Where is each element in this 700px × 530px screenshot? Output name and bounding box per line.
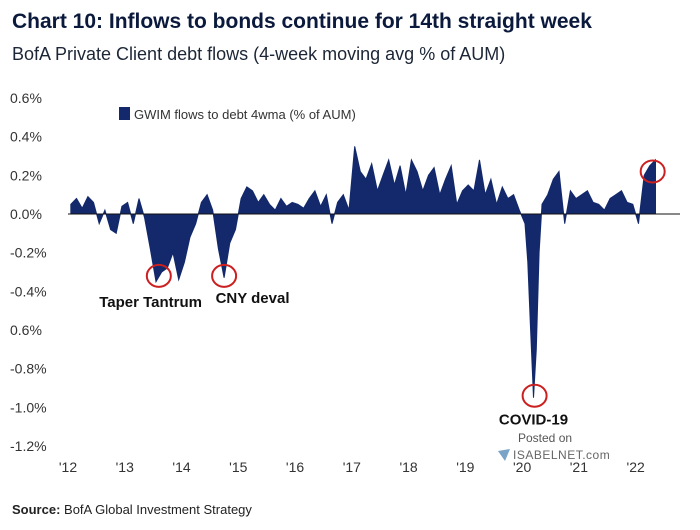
y-tick-label: 0.4% [10, 129, 42, 145]
watermark-text: ISABELNET.com [513, 448, 611, 462]
covid-marker [521, 383, 548, 408]
chart-title: Chart 10: Inflows to bonds continue for … [12, 10, 592, 33]
y-tick-label: -0.4% [10, 283, 47, 299]
x-tick-label: '17 [343, 459, 361, 475]
y-tick-label: -0.2% [10, 245, 47, 261]
legend-swatch [119, 107, 130, 120]
source-text: BofA Global Investment Strategy [64, 502, 252, 517]
legend: GWIM flows to debt 4wma (% of AUM) [119, 107, 356, 122]
x-tick-label: '18 [399, 459, 417, 475]
x-tick-label: '22 [627, 459, 645, 475]
x-tick-label: '13 [116, 459, 134, 475]
legend-label: GWIM flows to debt 4wma (% of AUM) [134, 107, 356, 122]
x-tick-label: '14 [172, 459, 190, 475]
x-tick-label: '15 [229, 459, 247, 475]
taper-tantrum-marker [145, 263, 172, 288]
y-tick-label: 0.2% [10, 167, 42, 183]
y-tick-label: -1.0% [10, 399, 47, 415]
y-tick-label: 0.6% [10, 322, 42, 338]
x-tick-label: '16 [286, 459, 304, 475]
annotation-taper-tantrum: Taper Tantrum [99, 294, 202, 311]
y-tick-label: -0.8% [10, 361, 47, 377]
isabelnet-logo-icon [498, 449, 510, 461]
x-tick-label: '21 [570, 459, 588, 475]
y-tick-label: 0.6% [10, 90, 42, 106]
x-tick-label: '19 [456, 459, 474, 475]
chart-subtitle: BofA Private Client debt flows (4-week m… [12, 44, 506, 64]
source-line: Source: BofA Global Investment Strategy [12, 502, 252, 517]
y-tick-label: -1.2% [10, 438, 47, 454]
watermark: ISABELNET.com [498, 448, 610, 462]
series-area [70, 146, 656, 398]
source-label: Source: [12, 502, 61, 517]
posted-on-text: Posted on [518, 431, 573, 445]
y-tick-label: 0.0% [10, 206, 42, 222]
annotation-cny-deval: CNY deval [216, 290, 290, 307]
cny-deval-marker [211, 263, 238, 288]
x-tick-label: '20 [513, 459, 531, 475]
latest-marker [639, 159, 666, 184]
callouts: Taper Tantrum CNY deval COVID-19 [99, 159, 666, 429]
annotation-covid: COVID-19 [499, 412, 568, 429]
x-tick-label: '12 [59, 459, 77, 475]
